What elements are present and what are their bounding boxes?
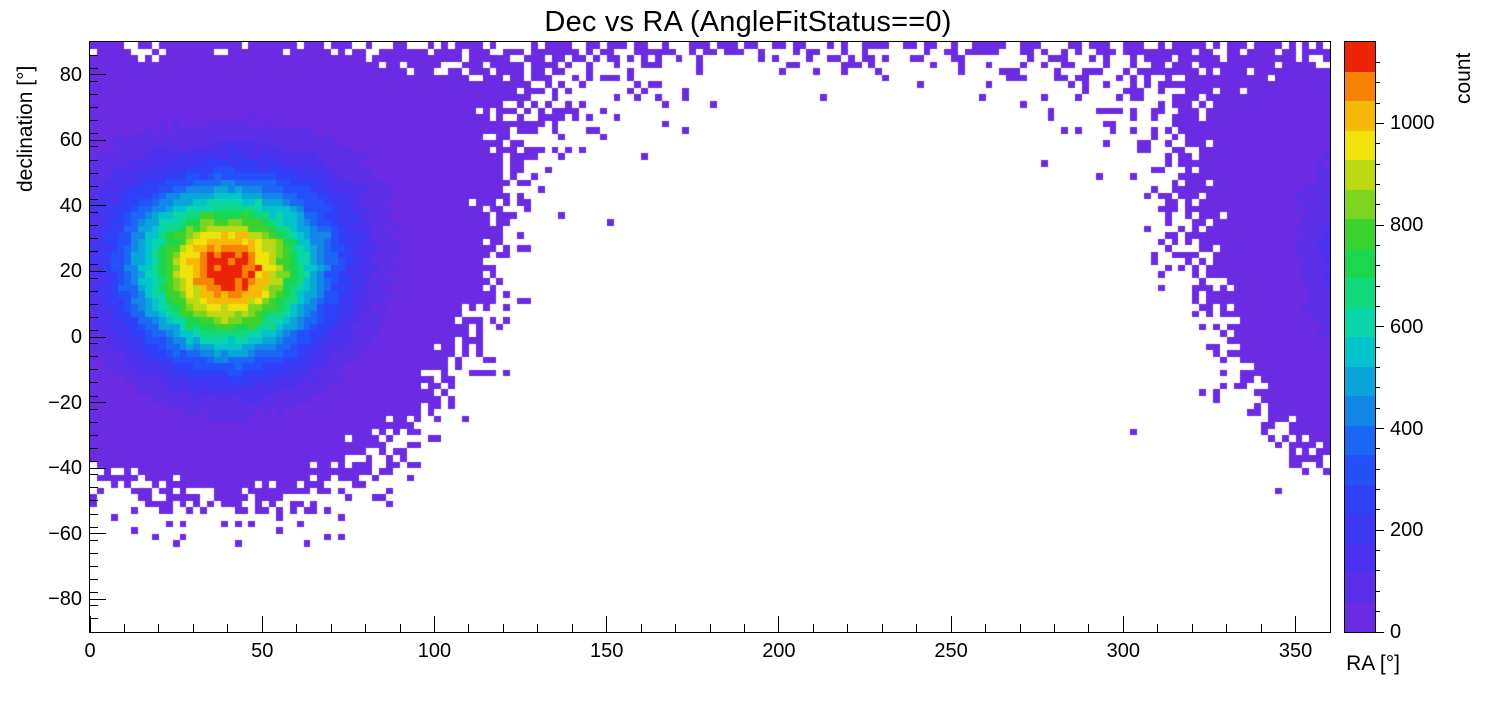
colorbar-band [1345,425,1375,455]
colorbar-minor-tick [1376,489,1380,491]
y-axis-tick-label: −60 [48,522,82,545]
colorbar-minor-tick [1376,82,1380,84]
colorbar-tick-label: 800 [1390,214,1424,237]
colorbar-band [1345,484,1375,514]
colorbar-tick [1376,326,1384,328]
colorbar-title: count [1452,52,1475,104]
colorbar-band [1345,71,1375,101]
colorbar-minor-tick [1376,468,1380,470]
colorbar-minor-tick [1376,570,1380,572]
y-axis-tick-label: 20 [59,260,82,283]
colorbar-minor-tick [1376,305,1380,307]
colorbar-minor-tick [1376,367,1380,369]
y-axis-tick-label: 40 [59,194,82,217]
colorbar-band [1345,307,1375,337]
colorbar-band [1345,130,1375,160]
colorbar-minor-tick [1376,143,1380,145]
colorbar-minor-tick [1376,244,1380,246]
colorbar-tick-label: 200 [1390,519,1424,542]
colorbar-minor-tick [1376,407,1380,409]
x-axis-tick-label: 150 [589,640,624,662]
colorbar-band [1345,218,1375,249]
colorbar-band [1345,159,1375,190]
colorbar-tick [1376,224,1384,226]
colorbar-minor-tick [1376,163,1380,165]
colorbar-minor-tick [1376,448,1380,450]
colorbar-minor-tick [1376,102,1380,104]
colorbar-minor-tick [1376,285,1380,287]
colorbar-minor-tick [1376,346,1380,348]
colorbar-tick-label: 400 [1390,417,1424,440]
plot-frame [89,41,1331,633]
x-axis-tick-label: 250 [934,640,968,662]
x-axis-title: RA [°] [1346,652,1400,675]
y-axis-tick-label: 0 [70,326,82,348]
y-axis-tick-label: −20 [48,391,82,414]
colorbar-tick [1376,122,1384,124]
colorbar-minor-tick [1376,204,1380,206]
colorbar-band [1345,41,1375,72]
colorbar-minor-tick [1376,265,1380,267]
colorbar-minor-tick [1376,611,1380,613]
colorbar-band [1345,366,1375,396]
colorbar-band [1345,543,1375,573]
colorbar-tick [1376,428,1384,430]
y-axis-tick-label: −80 [48,588,82,611]
x-axis-tick-label: 50 [251,640,274,662]
colorbar-minor-tick [1376,509,1380,511]
colorbar-minor-tick [1376,590,1380,592]
y-axis-title: declination [°] [14,65,37,192]
colorbar-tick-label: 1000 [1390,112,1435,135]
colorbar-minor-tick [1376,183,1380,185]
colorbar-tick-label: 0 [1390,621,1402,643]
colorbar-band [1345,336,1375,367]
colorbar-tick [1376,529,1384,531]
colorbar-tick [1376,631,1384,633]
colorbar-tick-label: 600 [1390,315,1424,338]
colorbar-band [1345,454,1375,485]
colorbar-band [1345,602,1375,632]
colorbar-minor-tick [1376,550,1380,552]
colorbar-band [1345,100,1375,131]
colorbar-band [1345,277,1375,308]
x-axis-tick-label: 200 [762,640,796,662]
colorbar-band [1345,395,1375,426]
heatmap-canvas [90,42,1330,632]
colorbar-band [1345,513,1375,544]
colorbar-minor-tick [1376,387,1380,389]
plot-title: Dec vs RA (AngleFitStatus==0) [544,6,952,38]
x-axis-tick-label: 100 [417,640,452,662]
y-axis-tick-label: −40 [48,457,82,480]
colorbar-band [1345,248,1375,278]
x-axis-tick-label: 0 [84,640,96,662]
colorbar-band [1345,189,1375,219]
colorbar [1344,41,1376,633]
colorbar-band [1345,572,1375,603]
colorbar-minor-tick [1376,61,1380,63]
x-axis-tick-label: 300 [1106,640,1141,662]
